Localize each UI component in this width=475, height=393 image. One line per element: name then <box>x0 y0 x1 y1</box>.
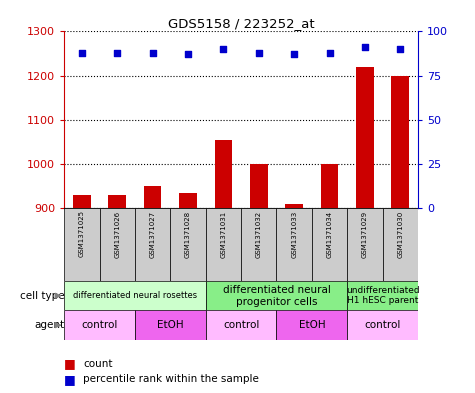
Point <box>397 46 404 52</box>
Text: percentile rank within the sample: percentile rank within the sample <box>83 374 259 384</box>
Text: undifferentiated
H1 hESC parent: undifferentiated H1 hESC parent <box>346 286 419 305</box>
Bar <box>215 140 232 208</box>
Text: ■: ■ <box>64 373 76 386</box>
Bar <box>321 164 338 208</box>
Bar <box>206 208 241 281</box>
Text: count: count <box>83 358 113 369</box>
Point <box>114 50 121 56</box>
Bar <box>206 310 276 340</box>
Bar <box>170 208 206 281</box>
Bar <box>206 281 347 310</box>
Bar <box>347 281 418 310</box>
Text: GSM1371034: GSM1371034 <box>326 211 332 257</box>
Text: GSM1371031: GSM1371031 <box>220 211 227 258</box>
Text: GSM1371028: GSM1371028 <box>185 211 191 257</box>
Text: GSM1371026: GSM1371026 <box>114 211 120 257</box>
Bar <box>73 195 91 208</box>
Text: GSM1371030: GSM1371030 <box>397 211 403 258</box>
Text: GSM1371027: GSM1371027 <box>150 211 156 257</box>
Bar <box>391 75 409 208</box>
Point <box>361 44 369 50</box>
Point <box>149 50 156 56</box>
Bar <box>135 208 171 281</box>
Point <box>219 46 227 52</box>
Text: GSM1371029: GSM1371029 <box>362 211 368 257</box>
Bar <box>285 204 303 208</box>
Bar <box>383 208 418 281</box>
Bar <box>241 208 276 281</box>
Bar <box>64 281 206 310</box>
Point <box>78 50 86 56</box>
Text: GSM1371032: GSM1371032 <box>256 211 262 257</box>
Bar <box>347 208 383 281</box>
Bar <box>276 310 347 340</box>
Title: GDS5158 / 223252_at: GDS5158 / 223252_at <box>168 17 314 30</box>
Text: control: control <box>81 320 118 330</box>
Bar <box>276 208 312 281</box>
Bar <box>99 208 135 281</box>
Bar <box>250 164 267 208</box>
Text: control: control <box>223 320 259 330</box>
Text: ■: ■ <box>64 357 76 370</box>
Bar <box>312 208 347 281</box>
Text: EtOH: EtOH <box>157 320 184 330</box>
Text: differentiated neural rosettes: differentiated neural rosettes <box>73 291 197 300</box>
Bar <box>108 195 126 208</box>
Text: GSM1371033: GSM1371033 <box>291 211 297 258</box>
Text: control: control <box>364 320 401 330</box>
Bar <box>356 67 374 208</box>
Text: cell type: cell type <box>19 291 64 301</box>
Point <box>184 51 192 58</box>
Bar <box>64 208 100 281</box>
Text: GSM1371025: GSM1371025 <box>79 211 85 257</box>
Bar <box>144 186 162 208</box>
Point <box>326 50 333 56</box>
Point <box>290 51 298 58</box>
Bar <box>135 310 206 340</box>
Text: differentiated neural
progenitor cells: differentiated neural progenitor cells <box>222 285 331 307</box>
Text: agent: agent <box>34 320 64 330</box>
Bar <box>64 310 135 340</box>
Bar <box>179 193 197 208</box>
Bar <box>347 310 418 340</box>
Point <box>255 50 263 56</box>
Text: EtOH: EtOH <box>298 320 325 330</box>
